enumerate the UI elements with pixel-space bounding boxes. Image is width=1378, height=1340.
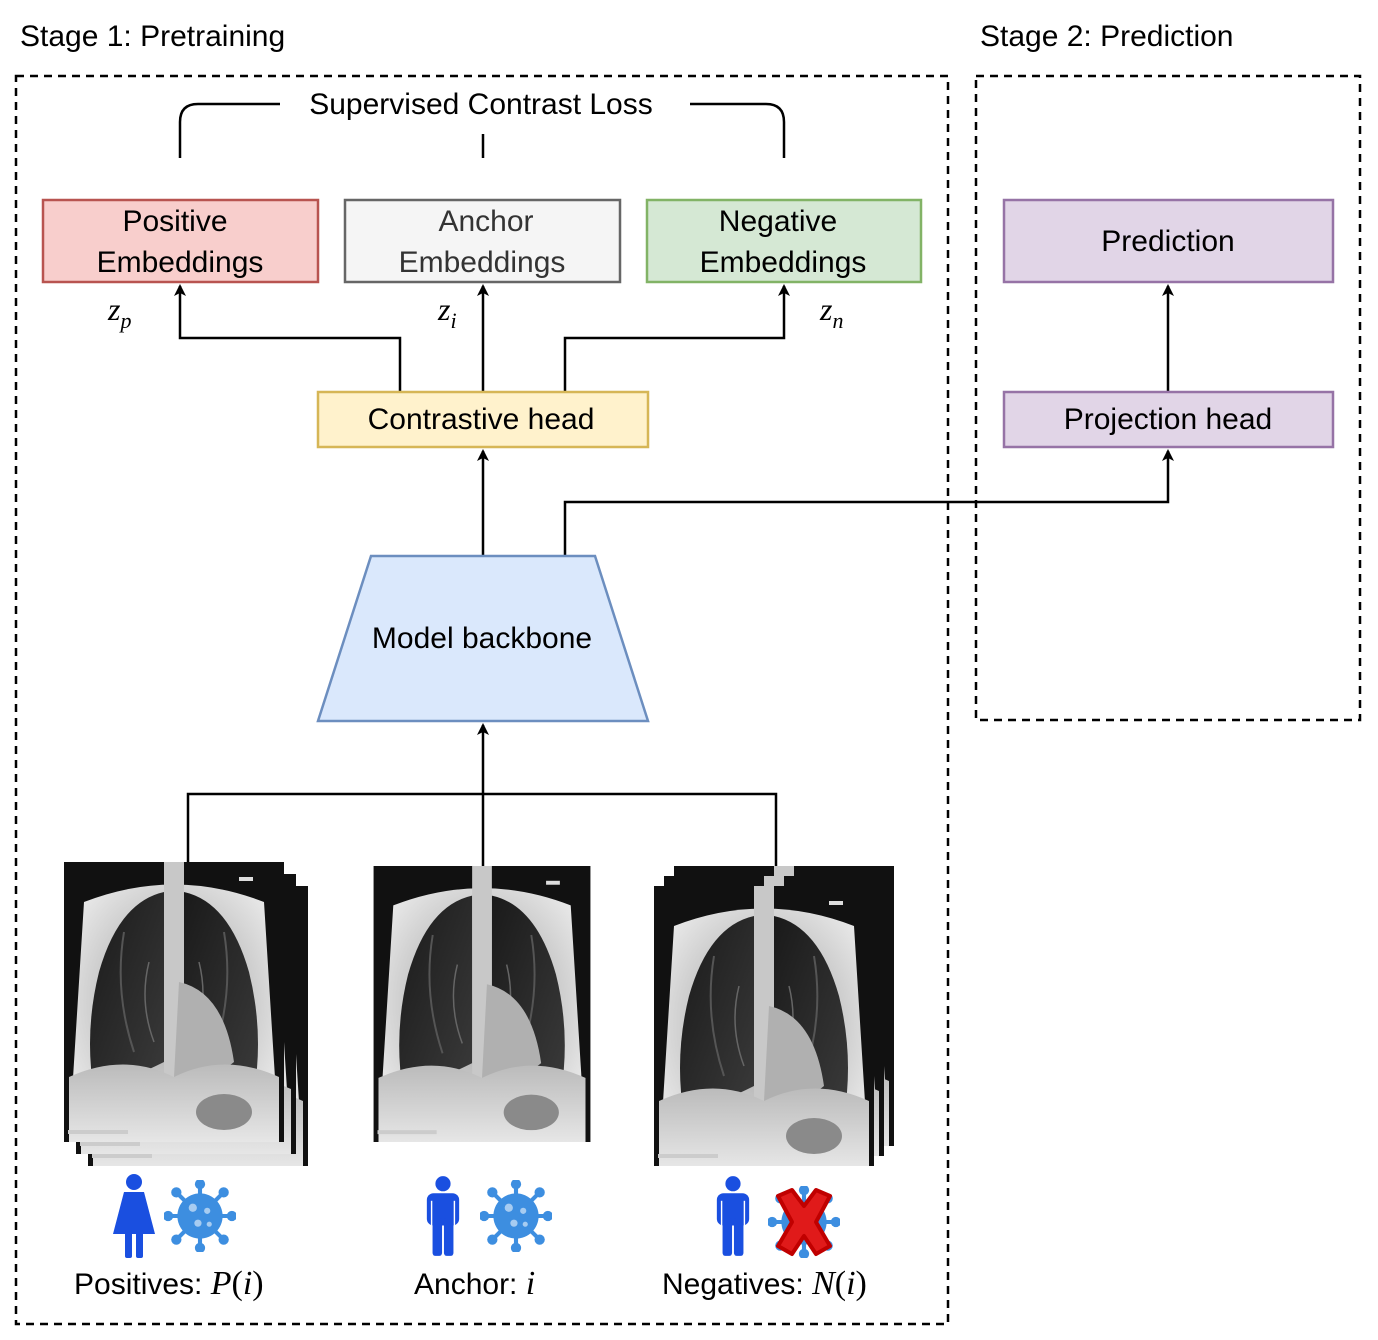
model-backbone: Model backbone xyxy=(316,554,650,723)
inputs-to-backbone-arrows xyxy=(186,723,778,866)
male-icon xyxy=(426,1175,460,1257)
negative-embeddings-box: Negative Embeddings xyxy=(645,198,923,284)
negative-embeddings-line2: Embeddings xyxy=(700,246,867,279)
stage2-frame xyxy=(974,74,1362,722)
head-to-embeddings-arrows xyxy=(174,284,790,392)
model-backbone-label: Model backbone xyxy=(372,622,592,655)
z-i-label: zi xyxy=(437,291,457,333)
contrastive-head-label: Contrastive head xyxy=(368,403,595,436)
stage2-title: Stage 2: Prediction xyxy=(980,20,1234,53)
anchor-label: Anchor: i xyxy=(414,1265,535,1302)
projection-head-box: Projection head xyxy=(1002,390,1335,449)
positive-xray-stack xyxy=(62,862,310,1166)
anchor-embeddings-line2: Embeddings xyxy=(399,246,566,279)
virus-crossed-icon xyxy=(767,1185,841,1259)
positive-xray-1 xyxy=(62,862,286,1142)
positive-embeddings-line1: Positive xyxy=(122,205,227,238)
loss-bracket xyxy=(178,102,786,158)
negative-xray-stack xyxy=(652,866,896,1166)
negative-xray-1 xyxy=(652,886,876,1166)
prediction-label: Prediction xyxy=(1101,225,1234,258)
negatives-label: Negatives: N(i) xyxy=(662,1265,867,1302)
female-icon xyxy=(113,1174,155,1258)
contrastive-head-box: Contrastive head xyxy=(316,390,650,449)
virus-icon xyxy=(163,1179,237,1253)
backbone-to-projection-arrow xyxy=(563,449,1174,556)
virus-icon xyxy=(479,1179,553,1253)
male-icon xyxy=(716,1175,750,1257)
z-n-label: zn xyxy=(819,291,843,333)
anchor-embeddings-line1: Anchor xyxy=(438,205,533,238)
anchor-xray xyxy=(372,866,592,1142)
positive-embeddings-box: Positive Embeddings xyxy=(41,198,320,284)
positive-embeddings-line2: Embeddings xyxy=(97,246,264,279)
projection-head-label: Projection head xyxy=(1064,403,1272,436)
z-p-label: zp xyxy=(107,291,131,333)
anchor-embeddings-box: Anchor Embeddings xyxy=(343,198,622,284)
positives-label: Positives: P(i) xyxy=(74,1265,264,1302)
loss-label: Supervised Contrast Loss xyxy=(309,88,653,121)
negative-embeddings-line1: Negative xyxy=(719,205,837,238)
stage1-title: Stage 1: Pretraining xyxy=(20,20,285,53)
stage1-frame xyxy=(14,74,950,1326)
prediction-box: Prediction xyxy=(1002,198,1335,284)
